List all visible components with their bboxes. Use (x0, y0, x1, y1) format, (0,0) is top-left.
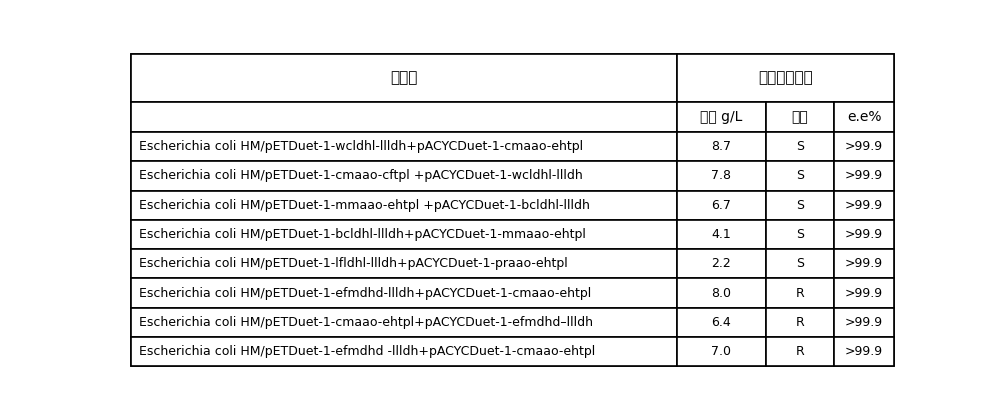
Text: >99.9: >99.9 (845, 140, 883, 153)
Text: S: S (796, 169, 804, 182)
Text: Escherichia coli HM/pETDuet-1-lfldhl-llldh+pACYCDuet-1-praao-ehtpl: Escherichia coli HM/pETDuet-1-lfldhl-lll… (139, 258, 568, 270)
Text: >99.9: >99.9 (845, 287, 883, 300)
Text: S: S (796, 228, 804, 241)
Bar (834, 132, 894, 161)
Bar (131, 220, 677, 249)
Text: 对羟基苯乳酸: 对羟基苯乳酸 (758, 70, 813, 86)
Text: >99.9: >99.9 (845, 228, 883, 241)
Bar (131, 308, 677, 337)
Text: 2.2: 2.2 (712, 258, 731, 270)
Bar (766, 220, 834, 249)
Text: S: S (796, 199, 804, 212)
Text: e.e%: e.e% (847, 110, 881, 124)
Bar (677, 308, 766, 337)
Bar (834, 161, 894, 191)
Bar (834, 191, 894, 220)
Bar (131, 54, 677, 102)
Bar (131, 161, 677, 191)
Bar (766, 249, 834, 278)
Text: Escherichia coli HM/pETDuet-1-cmaao-cftpl +pACYCDuet-1-wcldhl-llldh: Escherichia coli HM/pETDuet-1-cmaao-cftp… (139, 169, 583, 182)
Bar (766, 191, 834, 220)
Text: 浓度 g/L: 浓度 g/L (700, 110, 743, 124)
Text: R: R (796, 287, 804, 300)
Bar (677, 278, 766, 308)
Text: Escherichia coli HM/pETDuet-1-efmdhd-llldh+pACYCDuet-1-cmaao-ehtpl: Escherichia coli HM/pETDuet-1-efmdhd-lll… (139, 287, 591, 300)
Text: Escherichia coli HM/pETDuet-1-wcldhl-llldh+pACYCDuet-1-cmaao-ehtpl: Escherichia coli HM/pETDuet-1-wcldhl-lll… (139, 140, 583, 153)
Text: 重组菌: 重组菌 (391, 70, 418, 86)
Bar (677, 337, 766, 366)
Bar (131, 191, 677, 220)
Bar (131, 278, 677, 308)
Bar (766, 132, 834, 161)
Bar (834, 220, 894, 249)
Text: >99.9: >99.9 (845, 169, 883, 182)
Bar (766, 161, 834, 191)
Text: 7.0: 7.0 (711, 345, 731, 358)
Bar (834, 102, 894, 132)
Bar (766, 308, 834, 337)
Text: 6.4: 6.4 (712, 316, 731, 329)
Text: Escherichia coli HM/pETDuet-1-bcldhl-llldh+pACYCDuet-1-mmaao-ehtpl: Escherichia coli HM/pETDuet-1-bcldhl-lll… (139, 228, 586, 241)
Bar (677, 161, 766, 191)
Bar (131, 249, 677, 278)
Text: R: R (796, 345, 804, 358)
Text: 8.7: 8.7 (711, 140, 731, 153)
Bar (677, 102, 766, 132)
Text: S: S (796, 140, 804, 153)
Text: Escherichia coli HM/pETDuet-1-efmdhd -llldh+pACYCDuet-1-cmaao-ehtpl: Escherichia coli HM/pETDuet-1-efmdhd -ll… (139, 345, 595, 358)
Text: S: S (796, 258, 804, 270)
Bar (766, 278, 834, 308)
Bar (131, 102, 677, 132)
Text: 7.8: 7.8 (711, 169, 731, 182)
Bar (834, 278, 894, 308)
Text: Escherichia coli HM/pETDuet-1-cmaao-ehtpl+pACYCDuet-1-efmdhd–llldh: Escherichia coli HM/pETDuet-1-cmaao-ehtp… (139, 316, 593, 329)
Text: >99.9: >99.9 (845, 258, 883, 270)
Bar (766, 337, 834, 366)
Bar (677, 191, 766, 220)
Bar (131, 132, 677, 161)
Bar (677, 249, 766, 278)
Text: >99.9: >99.9 (845, 199, 883, 212)
Bar (834, 337, 894, 366)
Bar (677, 132, 766, 161)
Text: >99.9: >99.9 (845, 345, 883, 358)
Bar (677, 54, 894, 102)
Text: >99.9: >99.9 (845, 316, 883, 329)
Text: Escherichia coli HM/pETDuet-1-mmaao-ehtpl +pACYCDuet-1-bcldhl-llldh: Escherichia coli HM/pETDuet-1-mmaao-ehtp… (139, 199, 590, 212)
Bar (131, 337, 677, 366)
Bar (834, 249, 894, 278)
Text: 构型: 构型 (792, 110, 808, 124)
Bar (834, 308, 894, 337)
Bar (766, 102, 834, 132)
Text: 6.7: 6.7 (712, 199, 731, 212)
Bar (677, 220, 766, 249)
Text: 4.1: 4.1 (712, 228, 731, 241)
Text: 8.0: 8.0 (711, 287, 731, 300)
Text: R: R (796, 316, 804, 329)
